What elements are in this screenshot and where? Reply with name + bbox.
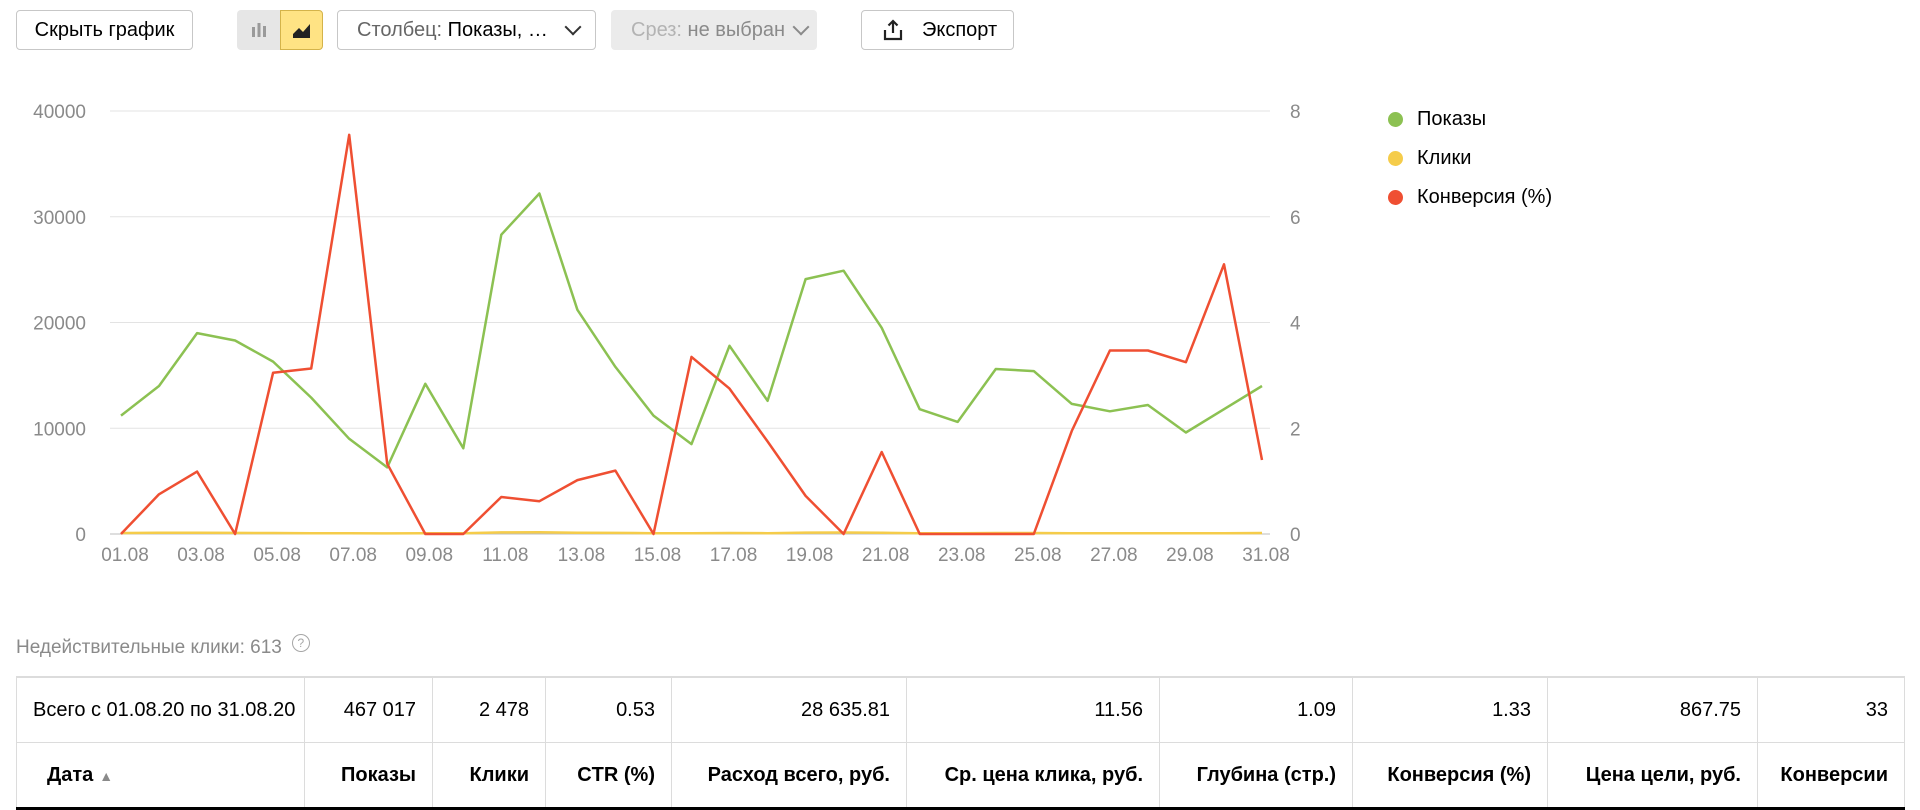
x-tick-label: 03.08 (177, 545, 225, 566)
legend-item-clicks[interactable]: Клики (1386, 139, 1552, 178)
column-header-avg-cpc[interactable]: Ср. цена клика, руб. (906, 742, 1160, 810)
legend-label: Показы (1417, 108, 1487, 130)
stats-table: Всего с 01.08.20 по 31.08.20 467 017 2 4… (16, 676, 1905, 810)
series-line (120, 530, 1263, 535)
column-header-spend[interactable]: Расход всего, руб. (671, 742, 907, 810)
y-right-tick-label: 0 % (1290, 525, 1300, 546)
y-right-tick-label: 8 % (1290, 102, 1300, 123)
bar-chart-toggle[interactable] (237, 10, 280, 50)
invalid-clicks-label: Недействительные клики: 613 (16, 637, 282, 658)
x-tick-label: 05.08 (253, 545, 301, 566)
column-header-impressions[interactable]: Показы (304, 742, 433, 810)
totals-conversions: 33 (1757, 676, 1905, 743)
legend-dot (1388, 190, 1403, 205)
totals-goal-cost: 867.75 (1547, 676, 1758, 743)
legend-label: Клики (1417, 147, 1472, 169)
chart-grid (110, 110, 1270, 535)
legend-dot (1388, 112, 1403, 127)
column-header-conversions[interactable]: Конверсии (1757, 742, 1905, 810)
column-dropdown-label: Столбец: (357, 18, 443, 41)
legend-item-impressions[interactable]: Показы (1386, 100, 1552, 139)
totals-row: Всего с 01.08.20 по 31.08.20 467 017 2 4… (16, 676, 1905, 743)
totals-avg-cpc: 11.56 (906, 676, 1160, 743)
y-left-tick-label: 30000 (33, 208, 86, 229)
totals-conversion-rate: 1.33 (1352, 676, 1548, 743)
totals-clicks: 2 478 (432, 676, 546, 743)
area-chart-icon (292, 24, 310, 38)
x-tick-label: 27.08 (1090, 545, 1138, 566)
hide-chart-button[interactable]: Скрыть график (16, 10, 193, 50)
y-right-tick-label: 4 % (1290, 314, 1300, 335)
x-tick-label: 23.08 (938, 545, 986, 566)
y-axis-right: 0 % 2 % 4 % 6 % 8 % (1290, 102, 1300, 546)
y-axis-left: 0 10000 20000 30000 40000 (33, 102, 86, 546)
x-tick-label: 19.08 (786, 545, 834, 566)
x-tick-label: 11.08 (482, 545, 528, 566)
x-tick-label: 21.08 (862, 545, 910, 566)
x-tick-label: 15.08 (634, 545, 682, 566)
x-tick-label: 31.08 (1242, 545, 1290, 566)
area-chart-toggle[interactable] (280, 10, 323, 50)
x-tick-label: 01.08 (101, 545, 149, 566)
y-left-tick-label: 40000 (33, 102, 86, 123)
x-tick-label: 07.08 (329, 545, 377, 566)
column-header-depth[interactable]: Глубина (стр.) (1159, 742, 1353, 810)
totals-spend: 28 635.81 (671, 676, 907, 743)
x-axis: 01.08 03.08 05.08 07.08 09.08 11.08 13.08 15.08… (101, 545, 1290, 566)
chart-type-switch (237, 10, 323, 50)
y-right-tick-label: 6 % (1290, 208, 1300, 229)
column-dropdown[interactable]: Столбец: Показы, Кл... (337, 10, 596, 50)
slice-dropdown[interactable]: Срез: не выбран (611, 10, 817, 50)
slice-dropdown-label: Срез: (631, 18, 682, 41)
column-header-date-label: Дата (47, 763, 94, 786)
column-dropdown-text: Столбец: Показы, Кл... (357, 19, 557, 42)
legend-label: Конверсия (%) (1417, 186, 1553, 208)
export-button[interactable]: Экспорт (861, 10, 1014, 50)
x-tick-label: 17.08 (710, 545, 758, 566)
column-header-date[interactable]: Дата ▲ (16, 742, 305, 810)
column-header-goal-cost[interactable]: Цена цели, руб. (1547, 742, 1758, 810)
totals-impressions: 467 017 (304, 676, 433, 743)
legend-dot (1388, 151, 1403, 166)
totals-ctr: 0.53 (545, 676, 672, 743)
series-line (120, 192, 1263, 469)
bar-chart-icon (251, 23, 266, 37)
totals-depth: 1.09 (1159, 676, 1353, 743)
chart: 0 10000 20000 30000 40000 0 % 2 % 4 % 6 % 8 % 01… (33, 102, 1300, 566)
totals-period: Всего с 01.08.20 по 31.08.20 (16, 676, 305, 743)
x-tick-label: 09.08 (405, 545, 453, 566)
sort-asc-icon: ▲ (99, 767, 114, 784)
x-tick-label: 29.08 (1166, 545, 1214, 566)
export-label: Экспорт (922, 18, 998, 41)
x-tick-label: 25.08 (1014, 545, 1062, 566)
series-line (120, 133, 1264, 536)
question-circle-icon[interactable]: ? (291, 634, 310, 652)
invalid-clicks: Недействительные клики: 613 ? (16, 634, 310, 659)
column-header-ctr[interactable]: CTR (%) (545, 742, 672, 810)
chart-legend: Показы Клики Конверсия (%) (1386, 100, 1552, 217)
slice-dropdown-text: Срез: не выбран (631, 19, 785, 42)
x-tick-label: 13.08 (558, 545, 606, 566)
legend-item-conversion[interactable]: Конверсия (%) (1386, 178, 1552, 217)
y-right-tick-label: 2 % (1290, 419, 1300, 440)
toolbar: Скрыть график Столбец: Показы, Кл... Сре… (0, 0, 1920, 60)
column-header-clicks[interactable]: Клики (432, 742, 546, 810)
chevron-down-icon (792, 18, 810, 36)
header-row: Дата ▲ Показы Клики CTR (%) Расход всего,… (16, 742, 1905, 810)
upload-icon (883, 19, 903, 41)
y-left-tick-label: 20000 (33, 314, 86, 335)
slice-dropdown-value: не выбран (687, 18, 786, 41)
chevron-down-icon (564, 18, 582, 36)
y-left-tick-label: 0 (75, 525, 86, 546)
series-lines (120, 133, 1264, 536)
column-header-conversion-rate[interactable]: Конверсия (%) (1352, 742, 1548, 810)
hide-chart-label: Скрыть график (34, 18, 175, 41)
column-dropdown-value: Показы, Кл... (447, 18, 557, 41)
y-left-tick-label: 10000 (33, 419, 86, 440)
